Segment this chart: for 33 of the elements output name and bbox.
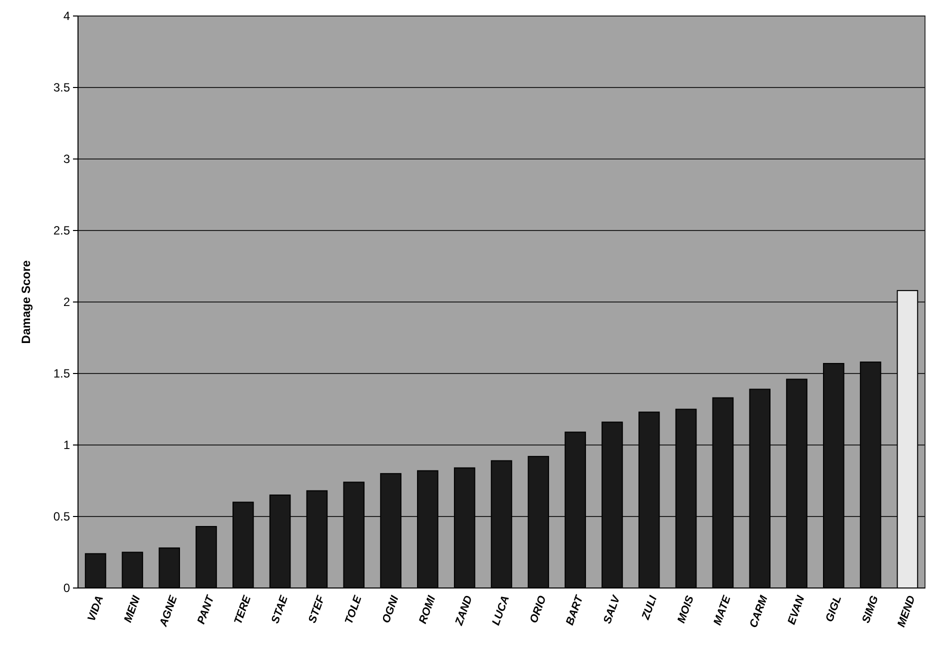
y-tick-label: 3: [63, 152, 70, 166]
x-tick-label: ZULI: [640, 593, 660, 622]
x-tick-label: STEF: [306, 594, 328, 625]
x-tick-label: ZAND: [452, 594, 476, 628]
y-tick-label: 1: [63, 438, 70, 452]
x-tick-label: MOIS: [676, 594, 697, 625]
x-tick-label: TERE: [232, 594, 254, 626]
x-tick-label: MENI: [122, 593, 144, 624]
y-tick-label: 0: [63, 581, 70, 596]
x-tick-label: MATE: [712, 594, 734, 627]
y-tick-label: 0.5: [53, 510, 70, 524]
x-tick-label: TOLE: [343, 594, 365, 626]
y-tick-label: 3.5: [53, 80, 70, 95]
x-tick-label: SALV: [602, 592, 624, 626]
x-tick-label: MEND: [896, 594, 918, 629]
y-tick-label: 2: [63, 295, 70, 310]
x-tick-label: VIDA: [86, 594, 106, 624]
x-tick-label: PANT: [195, 593, 218, 626]
y-tick-label: 2.5: [53, 224, 70, 238]
x-tick-label: CARM: [748, 593, 771, 630]
x-tick-label: ROMI: [417, 593, 438, 626]
x-tick-label: LUCA: [490, 594, 512, 628]
x-tick-label: ORIO: [528, 594, 549, 625]
y-axis-title: Damage Score: [19, 260, 33, 344]
x-tick-label: GIGL: [824, 594, 844, 624]
x-tick-label: AGNE: [157, 594, 180, 630]
y-tick-label: 1.5: [53, 366, 70, 381]
x-tick-label: STAE: [269, 594, 291, 626]
x-tick-label: EVAN: [786, 593, 808, 626]
x-tick-label: SIMG: [860, 594, 882, 625]
x-tick-label: BART: [564, 593, 586, 627]
x-tick-label: OGNI: [380, 593, 402, 625]
y-tick-label: 4: [63, 9, 70, 24]
